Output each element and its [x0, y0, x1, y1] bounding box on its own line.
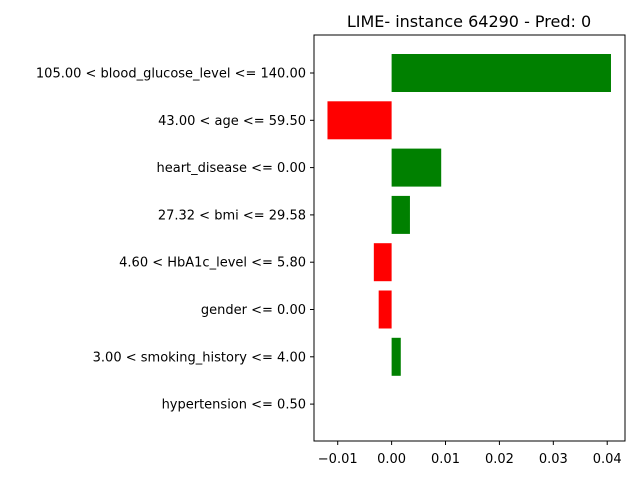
bar — [391, 148, 442, 187]
x-tick-label: 0.01 — [431, 452, 460, 467]
bar — [378, 290, 392, 329]
bars-layer — [327, 54, 611, 376]
y-ticks: 105.00 < blood_glucose_level <= 140.00 43… — [36, 67, 314, 413]
y-tick-label: 3.00 < smoking_history <= 4.00 — [93, 350, 306, 365]
plot-frame — [313, 34, 626, 442]
y-tick-label: gender <= 0.00 — [201, 303, 306, 318]
x-tick-label: −0.01 — [318, 452, 358, 467]
y-tick-label: hypertension <= 0.50 — [162, 398, 306, 413]
y-tick-label: 43.00 < age <= 59.50 — [158, 114, 306, 129]
y-tick-label: 27.32 < bmi <= 29.58 — [158, 208, 306, 223]
x-ticks: −0.01 0.00 0.01 0.02 0.03 0.04 — [318, 441, 622, 467]
x-tick-label: 0.00 — [377, 452, 406, 467]
bar — [391, 337, 401, 376]
bar — [373, 243, 392, 282]
bar — [327, 101, 392, 140]
x-tick-label: 0.04 — [593, 452, 622, 467]
x-tick-label: 0.02 — [485, 452, 514, 467]
x-tick-label: 0.03 — [539, 452, 568, 467]
y-tick-label: heart_disease <= 0.00 — [156, 161, 306, 176]
y-tick-label: 4.60 < HbA1c_level <= 5.80 — [119, 256, 306, 271]
bar — [391, 195, 410, 234]
bar — [391, 54, 611, 92]
chart-title: LIME- instance 64290 - Pred: 0 — [347, 12, 591, 31]
y-tick-label: 105.00 < blood_glucose_level <= 140.00 — [36, 67, 306, 82]
